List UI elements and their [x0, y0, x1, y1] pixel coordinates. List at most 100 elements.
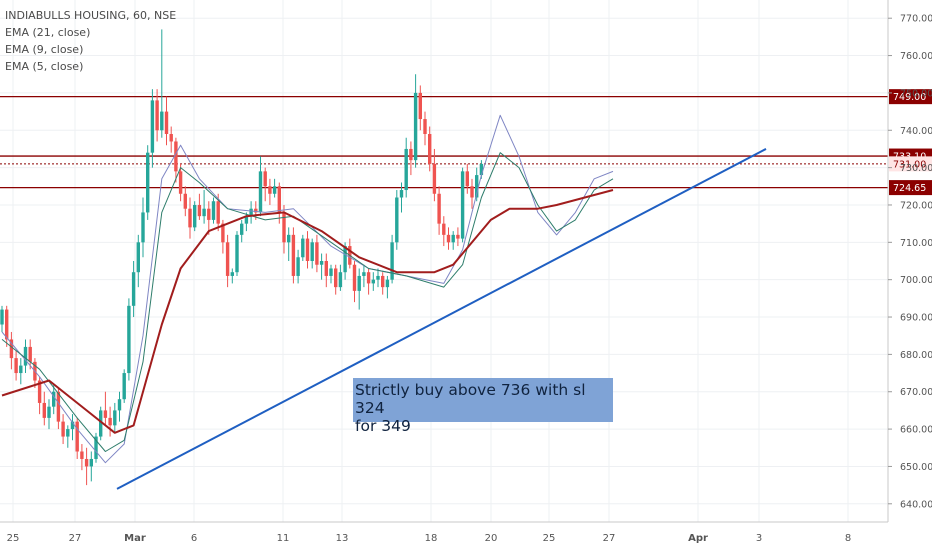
trendline: [116, 148, 767, 490]
candle-body: [28, 346, 32, 362]
time-tick-label: 3: [756, 533, 762, 544]
candle-body: [197, 204, 202, 217]
legend-ema9[interactable]: EMA (9, close): [5, 43, 84, 56]
ema-lines: [1, 114, 614, 464]
candle-body: [80, 451, 84, 459]
candle-body: [61, 421, 65, 437]
candle-body: [42, 402, 46, 418]
candle-body: [127, 305, 131, 374]
price-tick-label: 680.00: [900, 350, 932, 361]
trendline-group: [116, 148, 767, 490]
candle-body: [287, 234, 291, 243]
candle-body: [141, 212, 145, 243]
candle-body: [113, 410, 117, 426]
candle-body: [404, 148, 408, 191]
candle-body: [423, 119, 427, 134]
candle-body: [456, 234, 460, 239]
candle-body: [465, 171, 469, 187]
candle-body: [371, 279, 375, 284]
candle-body: [14, 358, 18, 374]
candle-body: [52, 391, 56, 407]
price-tick-label: 640.00: [900, 499, 932, 510]
level-price-tag: [889, 156, 932, 172]
ema21-line: [1, 189, 614, 434]
candle-body: [56, 391, 61, 422]
candle-body: [329, 268, 333, 276]
candle-body: [66, 429, 70, 437]
price-tick-label: 770.00: [900, 14, 932, 25]
candle-body: [272, 186, 277, 194]
legend-ema5[interactable]: EMA (5, close): [5, 60, 84, 73]
ema5-line: [1, 114, 614, 464]
candle-body: [362, 272, 366, 276]
candle-body: [216, 201, 220, 224]
candle-body: [343, 246, 347, 273]
chart-legend: INDIABULLS HOUSING, 60, NSE EMA (21, clo…: [5, 7, 176, 75]
candle-body: [310, 242, 314, 261]
candle-body: [117, 399, 122, 411]
legend-ema21[interactable]: EMA (21, close): [5, 26, 91, 39]
candle-body: [47, 406, 51, 418]
candle-body: [390, 242, 394, 280]
candle-body: [446, 234, 451, 243]
candle-body: [413, 92, 418, 161]
level-price-label: 731.00: [893, 159, 926, 170]
time-tick-label: 18: [425, 533, 438, 544]
candle-body: [9, 339, 14, 359]
candle-body: [249, 208, 253, 217]
candle-body: [470, 186, 474, 198]
candle-body: [296, 257, 300, 276]
candle-body: [225, 242, 230, 276]
candle-body: [418, 92, 422, 120]
candle-body: [89, 458, 93, 467]
price-tick-label: 730.00: [900, 163, 932, 174]
candle-body: [376, 275, 380, 280]
price-tick-label: 760.00: [900, 51, 932, 62]
price-tick-label: 710.00: [900, 238, 932, 249]
candle-body: [23, 346, 28, 366]
time-tick-label: 11: [277, 533, 290, 544]
candle-body: [385, 279, 390, 288]
time-tick-label: 27: [69, 533, 82, 544]
price-axis[interactable]: 770.00 760.00 750.00 740.00 730.00 720.00 710.…: [887, 0, 932, 522]
candle-body: [174, 141, 178, 172]
candle-body: [99, 410, 103, 437]
candle-body: [230, 272, 234, 276]
candle-body: [395, 197, 399, 243]
candle-body: [338, 272, 343, 288]
price-tick-label: 690.00: [900, 313, 932, 324]
candle-body: [399, 190, 404, 198]
time-tick-label: 25: [543, 533, 556, 544]
annotation-line-2: for 349: [355, 417, 411, 435]
candle-body: [479, 163, 484, 176]
legend-symbol[interactable]: INDIABULLS HOUSING, 60, NSE: [5, 9, 177, 22]
price-tick-label: 700.00: [900, 275, 932, 286]
candle-body: [381, 275, 385, 288]
candle-body: [19, 365, 23, 374]
price-tick-label: 720.00: [900, 200, 932, 211]
candle-body: [263, 171, 267, 187]
candle-body: [324, 261, 328, 276]
time-axis[interactable]: 25 27 Mar 6 11 13 18 20 25 27 Apr 3 8: [0, 521, 888, 544]
candle-body: [164, 111, 169, 134]
level-price-tag: [889, 89, 932, 105]
candle-body: [475, 175, 479, 198]
annotation-note[interactable]: Strictly buy above 736 with sl 324 for 3…: [353, 378, 613, 435]
candle-body: [146, 152, 150, 213]
candle-body: [352, 264, 357, 291]
time-tick-label: 6: [191, 533, 197, 544]
candle-body: [366, 272, 371, 284]
candle-body: [301, 238, 305, 258]
price-tick-label: 660.00: [900, 425, 932, 436]
candle-body: [108, 417, 112, 426]
level-price-label: 724.65: [893, 183, 926, 194]
candle-body: [442, 223, 446, 235]
candle-body: [291, 234, 296, 276]
candle-body: [122, 373, 126, 400]
candle-body: [437, 193, 441, 224]
candle-body: [94, 436, 98, 459]
candle-body: [103, 410, 108, 418]
candle-body: [155, 100, 159, 131]
ema9-line: [1, 152, 614, 452]
